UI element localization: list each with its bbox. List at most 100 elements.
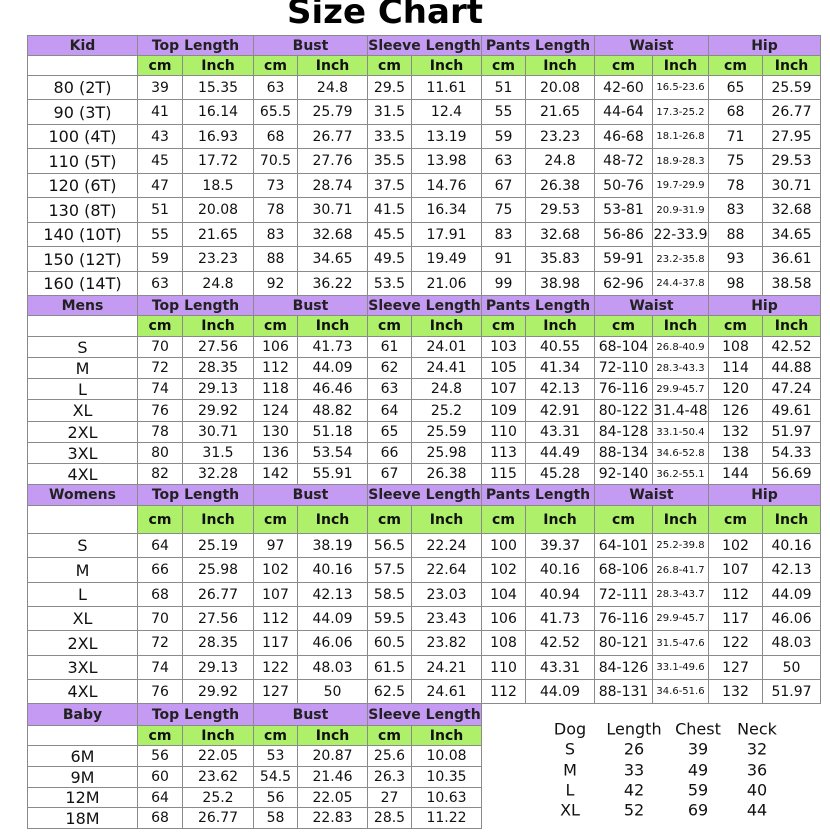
- unit-header: Inch: [297, 725, 368, 746]
- measurement: 68: [137, 582, 183, 607]
- measurement: 29.9-45.7: [652, 606, 709, 631]
- dog-size-text: Neck: [737, 719, 777, 739]
- unit-header: cm: [253, 725, 298, 746]
- unit-blank: [27, 55, 138, 76]
- measurement: 53.5: [367, 271, 412, 296]
- unit-blank: [27, 725, 138, 746]
- measurement: 66: [137, 557, 183, 583]
- group-header: Sleeve Length: [367, 703, 482, 726]
- size-label: 2XL: [27, 630, 138, 656]
- unit-header: cm: [367, 55, 412, 76]
- measurement: 27.76: [297, 148, 368, 174]
- measurement: 53.54: [297, 442, 368, 464]
- measurement: 48.82: [297, 399, 368, 422]
- measurement: 32.68: [297, 222, 368, 247]
- measurement: 59: [481, 124, 526, 149]
- size-label: 130 (8T): [27, 197, 138, 223]
- unit-header: Inch: [411, 55, 482, 76]
- measurement: 41: [137, 99, 183, 125]
- measurement: 98: [708, 271, 763, 296]
- measurement: 24.61: [411, 679, 482, 704]
- measurement: 71: [708, 124, 763, 149]
- measurement: 56-86: [594, 222, 653, 247]
- measurement: 37.5: [367, 173, 412, 198]
- size-label: 6M: [27, 745, 138, 767]
- measurement: 99: [481, 271, 526, 296]
- measurement: 136: [253, 442, 298, 464]
- measurement: 21.06: [411, 271, 482, 296]
- size-label: 18M: [27, 807, 138, 829]
- measurement: 26.38: [411, 463, 482, 485]
- measurement: 56.5: [367, 533, 412, 558]
- measurement: 31.5: [367, 99, 412, 125]
- measurement: 22.05: [182, 745, 254, 767]
- measurement: 59: [137, 246, 183, 272]
- measurement: 29.92: [182, 399, 254, 422]
- dog-size-text: 39: [687, 739, 709, 759]
- measurement: 60.5: [367, 630, 412, 656]
- measurement: 124: [253, 399, 298, 422]
- unit-header: Inch: [411, 725, 482, 746]
- measurement: 44-64: [594, 99, 653, 125]
- measurement: 107: [481, 378, 526, 400]
- unit-header: cm: [367, 315, 412, 337]
- measurement: 34.65: [762, 222, 821, 247]
- measurement: 16.5-23.6: [652, 75, 709, 100]
- measurement: 104: [481, 582, 526, 607]
- measurement: 26.38: [525, 173, 595, 198]
- measurement: 59.5: [367, 606, 412, 631]
- measurement: 33.5: [367, 124, 412, 149]
- measurement: 118: [253, 378, 298, 400]
- measurement: 44.88: [762, 357, 821, 379]
- unit-blank: [27, 315, 138, 337]
- dog-size-text: 59: [687, 780, 709, 800]
- measurement: 25.2: [411, 399, 482, 422]
- group-header: Top Length: [137, 295, 254, 316]
- measurement: 20.9-31.9: [652, 197, 709, 223]
- measurement: 43: [137, 124, 183, 149]
- measurement: 49.5: [367, 246, 412, 272]
- measurement: 78: [253, 197, 298, 223]
- measurement: 25.2-39.8: [652, 533, 709, 558]
- measurement: 84-128: [594, 421, 653, 443]
- measurement: 53: [253, 745, 298, 767]
- measurement: 68: [137, 807, 183, 829]
- dog-size-text: 49: [687, 760, 709, 780]
- unit-header: cm: [137, 55, 183, 76]
- group-header: Bust: [253, 484, 368, 506]
- measurement: 51: [137, 197, 183, 223]
- measurement: 78: [137, 421, 183, 443]
- measurement: 55.91: [297, 463, 368, 485]
- unit-header: cm: [708, 315, 763, 337]
- measurement: 102: [481, 557, 526, 583]
- measurement: 38.58: [762, 271, 821, 296]
- measurement: 108: [481, 630, 526, 656]
- measurement: 50-76: [594, 173, 653, 198]
- group-header: Top Length: [137, 703, 254, 726]
- measurement: 42.91: [525, 399, 595, 422]
- measurement: 26.77: [182, 582, 254, 607]
- measurement: 42-60: [594, 75, 653, 100]
- measurement: 29.9-45.7: [652, 378, 709, 400]
- unit-header: cm: [137, 725, 183, 746]
- measurement: 107: [253, 582, 298, 607]
- measurement: 20.87: [297, 745, 368, 767]
- measurement: 30.71: [762, 173, 821, 198]
- size-label: L: [27, 582, 138, 607]
- measurement: 76-116: [594, 378, 653, 400]
- measurement: 80-121: [594, 630, 653, 656]
- size-label: M: [27, 357, 138, 379]
- measurement: 20.08: [182, 197, 254, 223]
- measurement: 83: [253, 222, 298, 247]
- unit-header: cm: [367, 725, 412, 746]
- measurement: 21.65: [525, 99, 595, 125]
- measurement: 51.18: [297, 421, 368, 443]
- measurement: 23.62: [182, 766, 254, 788]
- measurement: 44.09: [525, 679, 595, 704]
- title: Size Chart: [287, 0, 483, 32]
- unit-header: cm: [481, 55, 526, 76]
- measurement: 25.79: [297, 99, 368, 125]
- unit-header: Inch: [182, 725, 254, 746]
- dog-size-text: Dog: [553, 719, 587, 739]
- measurement: 41.5: [367, 197, 412, 223]
